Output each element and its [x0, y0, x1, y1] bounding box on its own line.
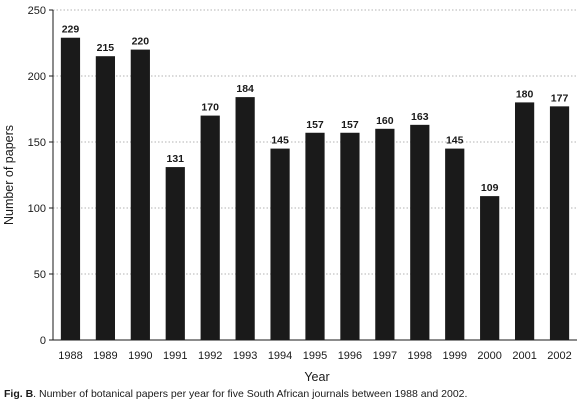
- bar: [375, 128, 395, 340]
- data-label: 109: [481, 182, 499, 194]
- data-label: 157: [306, 119, 324, 131]
- data-label: 131: [167, 153, 185, 165]
- bar-chart: 229 215 220 131 170 184 145 157 157 160 163 145 109 1…: [2, 5, 577, 384]
- data-label: 157: [341, 119, 359, 131]
- data-label: 163: [411, 111, 429, 123]
- data-label: 215: [97, 42, 115, 54]
- x-tick-label: 1999: [442, 350, 466, 362]
- x-tick-label: 1991: [163, 350, 187, 362]
- data-label: 220: [132, 36, 150, 48]
- bar: [340, 132, 360, 340]
- data-label: 145: [446, 135, 464, 147]
- bars: [60, 37, 570, 341]
- x-tick-label: 2000: [477, 350, 501, 362]
- data-label: 184: [236, 83, 254, 95]
- x-tick-label: 1998: [408, 350, 432, 362]
- x-tick-label: 1996: [338, 350, 362, 362]
- y-axis-title: Number of papers: [2, 125, 16, 225]
- data-label: 180: [516, 88, 534, 100]
- x-tick-label: 1989: [93, 350, 117, 362]
- x-tick-label: 1988: [58, 350, 82, 362]
- x-tick-label: 2001: [512, 350, 536, 362]
- bar: [305, 132, 325, 340]
- bar: [130, 49, 150, 340]
- x-tick-label: 1990: [128, 350, 152, 362]
- bar: [235, 97, 255, 341]
- y-tick-label: 100: [28, 203, 46, 215]
- y-axis: 0 50 100 150 200 250: [28, 5, 54, 347]
- bar: [410, 124, 430, 340]
- y-tick-label: 200: [28, 71, 46, 83]
- x-axis-title: Year: [304, 370, 329, 384]
- bar: [165, 167, 185, 340]
- x-tick-label: 1993: [233, 350, 257, 362]
- bar: [480, 196, 500, 340]
- figure-caption: Fig. B. Number of botanical papers per y…: [4, 388, 467, 400]
- data-label: 145: [271, 135, 289, 147]
- data-label: 160: [376, 115, 394, 127]
- y-tick-label: 50: [34, 269, 46, 281]
- data-label: 170: [201, 102, 219, 114]
- x-tick-label: 2002: [547, 350, 571, 362]
- figure-caption-label: Fig. B: [4, 388, 34, 400]
- data-label: 177: [551, 92, 569, 104]
- x-tick-label: 1992: [198, 350, 222, 362]
- bar: [200, 115, 220, 340]
- x-tick-label: 1994: [268, 350, 292, 362]
- y-tick-label: 150: [28, 137, 46, 149]
- bar: [95, 56, 116, 340]
- bar: [514, 102, 535, 341]
- figure-caption-text: . Number of botanical papers per year fo…: [33, 388, 468, 400]
- data-label: 229: [62, 24, 80, 36]
- bar: [445, 148, 465, 340]
- data-labels: 229 215 220 131 170 184 145 157 157 160 163 145 109 1…: [62, 24, 569, 194]
- x-tick-label: 1995: [303, 350, 327, 362]
- y-tick-label: 250: [28, 5, 46, 17]
- bar: [549, 106, 570, 340]
- y-tick-label: 0: [40, 335, 46, 347]
- x-axis: 1988 1989 1990 1991 1992 1993 1994 1995 1996 1997…: [53, 339, 577, 362]
- bar: [60, 37, 81, 340]
- bar: [270, 148, 290, 340]
- x-tick-label: 1997: [373, 350, 397, 362]
